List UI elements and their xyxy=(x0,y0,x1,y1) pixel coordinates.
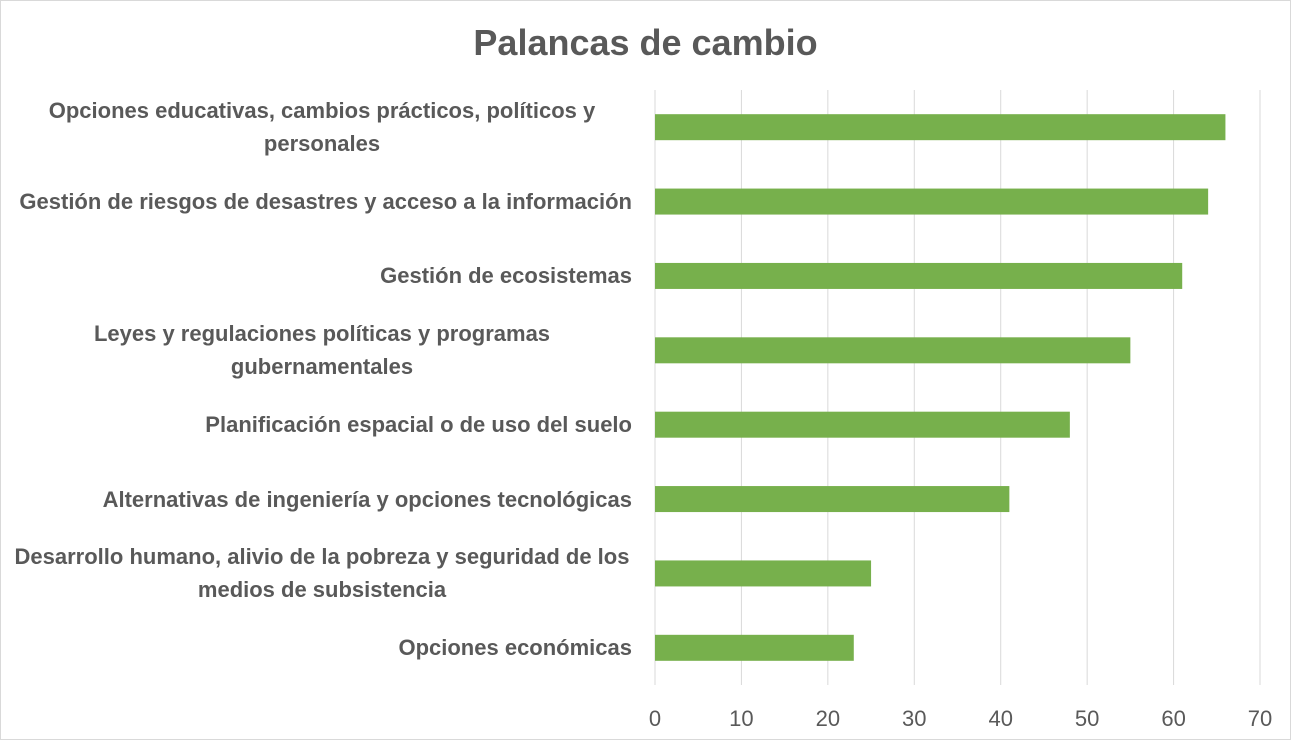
y-tick-label: Opciones económicas xyxy=(398,635,632,661)
y-tick-label: Desarrollo humano, alivio de la pobreza … xyxy=(14,544,630,603)
bar xyxy=(655,411,1070,438)
bar xyxy=(655,560,872,587)
y-tick-label-box: Opciones educativas, cambios prácticos, … xyxy=(10,90,632,164)
y-tick-label-box: Opciones económicas xyxy=(10,611,632,685)
y-tick-label-box: Alternativas de ingeniería y opciones te… xyxy=(10,462,632,536)
x-tick-label: 60 xyxy=(1161,706,1185,731)
y-tick-label-box: Gestión de riesgos de desastres y acceso… xyxy=(10,165,632,239)
bar xyxy=(655,188,1209,215)
bar xyxy=(655,262,1183,289)
bar xyxy=(655,486,1010,513)
x-tick-label: 40 xyxy=(988,706,1012,731)
bar xyxy=(655,337,1131,364)
x-tick-label: 0 xyxy=(649,706,661,731)
y-tick-label-box: Gestión de ecosistemas xyxy=(10,239,632,313)
y-tick-label: Alternativas de ingeniería y opciones te… xyxy=(102,486,632,512)
y-tick-label: Opciones educativas, cambios prácticos, … xyxy=(48,98,596,157)
x-tick-label: 70 xyxy=(1248,706,1272,731)
y-tick-label: Planificación espacial o de uso del suel… xyxy=(205,412,632,438)
bar xyxy=(655,634,854,661)
x-tick-label: 50 xyxy=(1075,706,1099,731)
x-tick-label: 30 xyxy=(902,706,926,731)
y-tick-label: Gestión de ecosistemas xyxy=(380,263,632,289)
y-tick-label-box: Desarrollo humano, alivio de la pobreza … xyxy=(10,536,632,610)
bar xyxy=(655,114,1226,141)
chart-title: Palancas de cambio xyxy=(473,22,818,63)
y-tick-label: Leyes y regulaciones políticas y program… xyxy=(93,321,551,380)
y-tick-label: Gestión de riesgos de desastres y acceso… xyxy=(19,189,632,215)
y-tick-label-box: Leyes y regulaciones políticas y program… xyxy=(10,313,632,387)
x-tick-label: 10 xyxy=(729,706,753,731)
y-tick-label-box: Planificación espacial o de uso del suel… xyxy=(10,388,632,462)
x-tick-label: 20 xyxy=(816,706,840,731)
